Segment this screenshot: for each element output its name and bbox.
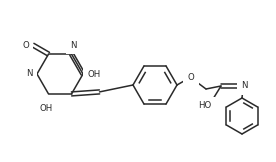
- Text: O: O: [188, 73, 194, 81]
- Text: N: N: [26, 69, 33, 79]
- Text: OH: OH: [40, 104, 53, 113]
- Text: N: N: [241, 81, 248, 91]
- Text: OH: OH: [87, 70, 100, 79]
- Text: HO: HO: [198, 101, 211, 110]
- Text: N: N: [70, 41, 77, 50]
- Text: O: O: [22, 41, 29, 50]
